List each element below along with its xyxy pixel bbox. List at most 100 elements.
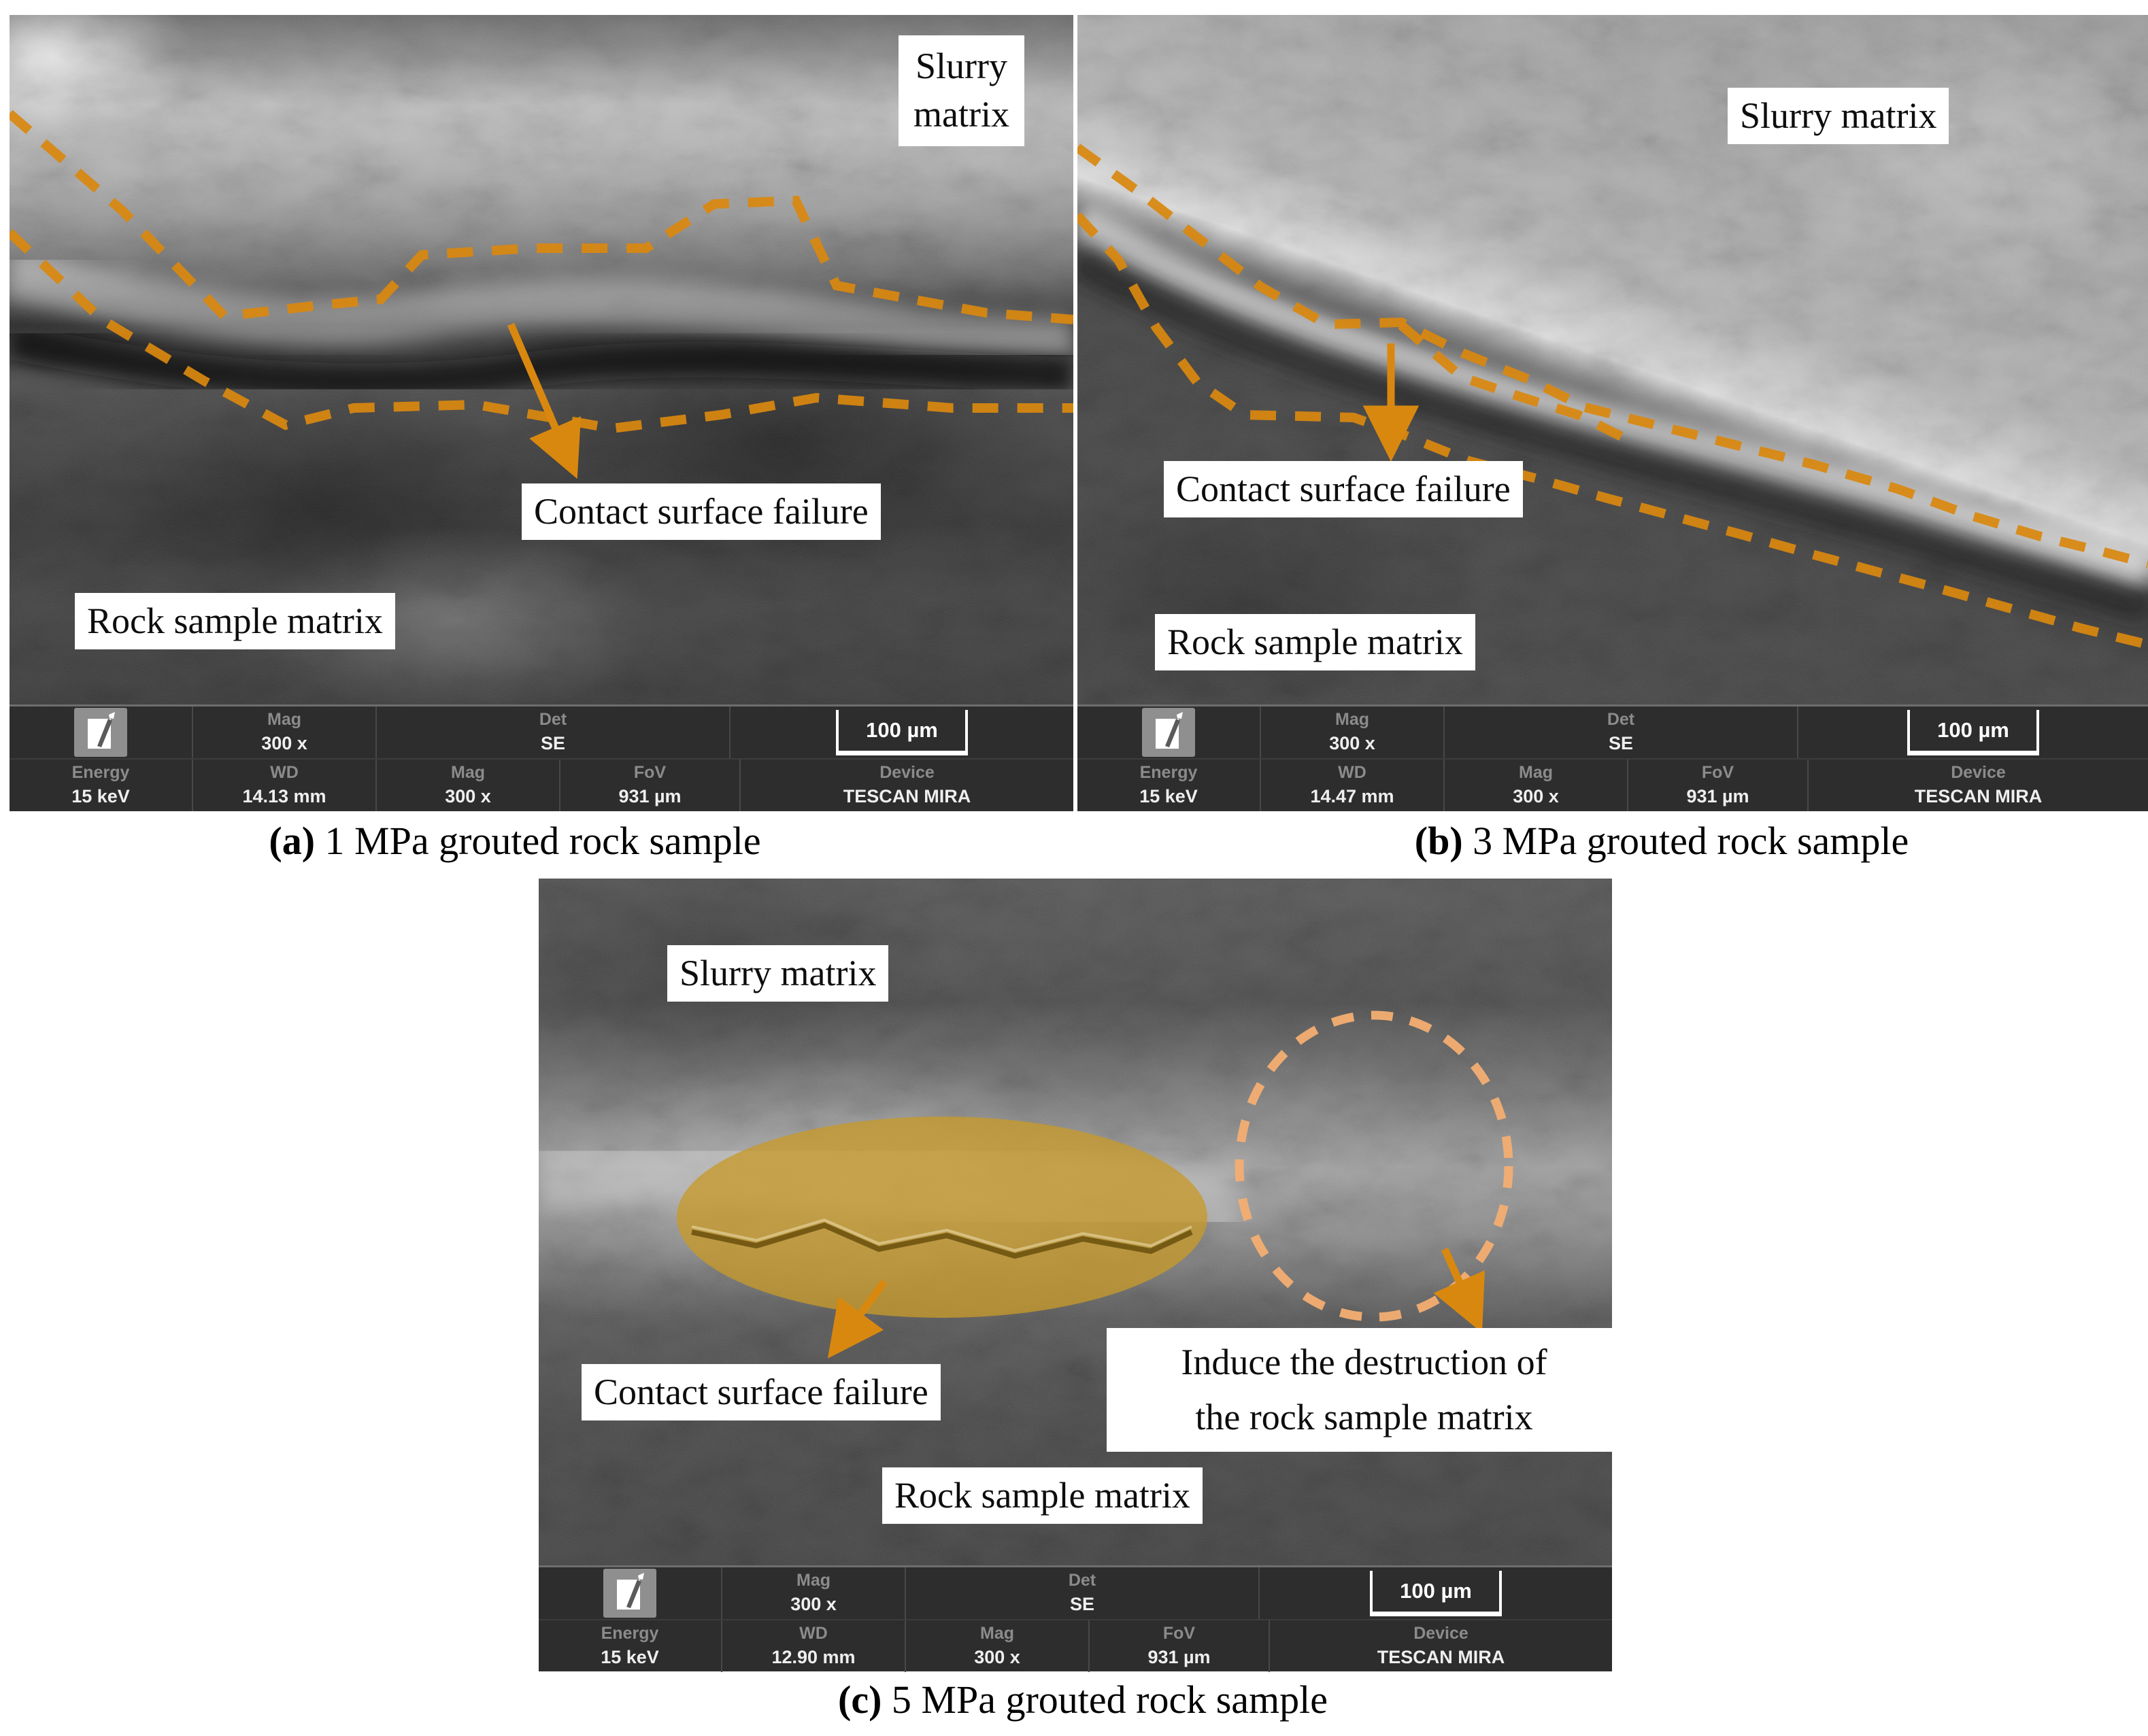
label-rock-sample-matrix: Rock sample matrix [882, 1467, 1203, 1525]
mag2-value: 300 x [445, 785, 491, 806]
infobar-c: Mag 300 x Det SE 100 µm Energy 15 keV [539, 1565, 1612, 1672]
panel-c: Slurry matrix Contact surface failure In… [539, 879, 1612, 1672]
destruction-dashed-circle [1235, 1010, 1513, 1322]
mag-label: Mag [267, 710, 301, 730]
caption-text: 1 MPa grouted rock sample [315, 819, 761, 863]
bright-ridge [1077, 203, 2148, 591]
wd-value: 12.90 mm [771, 1646, 856, 1667]
mag2-value: 300 x [1513, 785, 1559, 806]
tescan-logo-icon [1142, 708, 1195, 757]
energy-value: 15 keV [71, 785, 130, 806]
sem-noise-fine-b [1077, 15, 2148, 704]
sem-image-a: Slurry matrix Contact surface failure Ro… [10, 15, 1073, 704]
label-slurry-matrix: Slurry matrix [1728, 88, 1949, 145]
label-induce-destruction: Induce the destruction of the rock sampl… [1107, 1328, 1612, 1452]
mag-label: Mag [796, 1571, 830, 1590]
energy-label: Energy [1139, 763, 1198, 783]
infobar-b: Mag 300 x Det SE 100 µm Energy 15 keV [1077, 704, 2148, 811]
scale-bar-label: 100 µm [1937, 717, 2009, 742]
label-slurry-matrix: Slurry matrix [899, 35, 1024, 146]
fov-label: FoV [1162, 1624, 1196, 1644]
det-value: SE [540, 732, 566, 753]
mag2-label: Mag [980, 1624, 1014, 1644]
fov-value: 931 µm [1147, 1646, 1211, 1667]
caption-letter: (b) [1414, 819, 1463, 863]
label-contact-surface-failure: Contact surface failure [522, 483, 881, 541]
sem-image-b: Slurry matrix Contact surface failure Ro… [1077, 15, 2148, 704]
energy-label: Energy [71, 763, 130, 783]
wd-label: WD [799, 1624, 828, 1644]
mag2-value: 300 x [974, 1646, 1020, 1667]
infobar-a: Mag 300 x Det SE 100 µm Energy 15 keV [10, 704, 1073, 811]
scale-bar: 100 µm [1907, 709, 2039, 755]
energy-value: 15 keV [1139, 785, 1198, 806]
fov-value: 931 µm [618, 785, 682, 806]
label-line: matrix [913, 94, 1009, 135]
scale-bar-label: 100 µm [866, 717, 938, 742]
bright-ridge [10, 250, 1073, 365]
interface-dashed-line-lower [1077, 212, 2148, 649]
caption-letter: (a) [269, 819, 316, 863]
mag-value: 300 x [261, 732, 307, 753]
tescan-logo-icon [603, 1569, 656, 1618]
energy-value: 15 keV [601, 1646, 659, 1667]
annotations-a [10, 109, 1073, 479]
mag-label: Mag [1335, 710, 1369, 730]
det-value: SE [1069, 1593, 1095, 1614]
scale-bar-label: 100 µm [1400, 1578, 1472, 1603]
interface-crack [10, 324, 1073, 399]
highlight-crack [691, 1222, 1193, 1259]
interface-shadow [1077, 245, 2148, 622]
infobar-logo-cell [539, 1567, 722, 1619]
device-label: Device [1413, 1624, 1469, 1644]
infobar-logo-cell [10, 707, 193, 758]
annotations-b [1077, 143, 2148, 649]
scale-bar: 100 µm [1370, 1570, 1502, 1616]
device-value: TESCAN MIRA [843, 785, 971, 806]
det-label: Det [539, 710, 567, 730]
wd-value: 14.47 mm [1310, 785, 1394, 806]
caption-letter: (c) [838, 1678, 882, 1722]
contact-failure-highlight [677, 1117, 1207, 1318]
annotation-arrow-destruction [1433, 1247, 1485, 1333]
highlight-crack-lit [691, 1218, 1192, 1253]
annotation-arrow-contact [827, 1279, 888, 1359]
fov-label: FoV [633, 763, 667, 783]
label-line: Induce the destruction of [1181, 1342, 1547, 1382]
fov-value: 931 µm [1686, 785, 1749, 806]
interface-dashed-line-upper [1077, 143, 2148, 568]
device-value: TESCAN MIRA [1914, 785, 2043, 806]
annotation-arrow [507, 322, 581, 479]
interface-dashed-line-lower [10, 228, 1073, 434]
caption-a: (a) 1 MPa grouted rock sample [0, 818, 1030, 864]
label-line: the rock sample matrix [1195, 1397, 1533, 1437]
panel-b: Slurry matrix Contact surface failure Ro… [1077, 15, 2148, 811]
infobar-logo-cell [1077, 707, 1261, 758]
scale-bar: 100 µm [836, 709, 968, 755]
fov-label: FoV [1701, 763, 1734, 783]
label-rock-sample-matrix: Rock sample matrix [75, 593, 395, 650]
wd-value: 14.13 mm [242, 785, 326, 806]
label-line: Slurry [915, 46, 1007, 86]
caption-b: (b) 3 MPa grouted rock sample [1175, 818, 2148, 864]
caption-text: 3 MPa grouted rock sample [1462, 819, 1909, 863]
wd-label: WD [270, 763, 299, 783]
annotations-c [539, 1010, 1513, 1359]
caption-text: 5 MPa grouted rock sample [882, 1678, 1328, 1722]
device-label: Device [1951, 763, 2006, 783]
tescan-logo-icon [74, 708, 127, 757]
det-value: SE [1608, 732, 1634, 753]
interface-dashed-line-upper [10, 109, 1073, 324]
wd-label: WD [1338, 763, 1366, 783]
label-contact-surface-failure: Contact surface failure [1164, 461, 1523, 518]
det-label: Det [1068, 1571, 1096, 1590]
panel-a: Slurry matrix Contact surface failure Ro… [10, 15, 1073, 811]
interface-dashed-branch [1398, 321, 1628, 443]
det-label: Det [1607, 710, 1635, 730]
device-label: Device [879, 763, 935, 783]
label-slurry-matrix: Slurry matrix [667, 945, 889, 1002]
mag2-label: Mag [451, 763, 485, 783]
label-contact-surface-failure: Contact surface failure [582, 1364, 941, 1421]
mag-value: 300 x [790, 1593, 837, 1614]
